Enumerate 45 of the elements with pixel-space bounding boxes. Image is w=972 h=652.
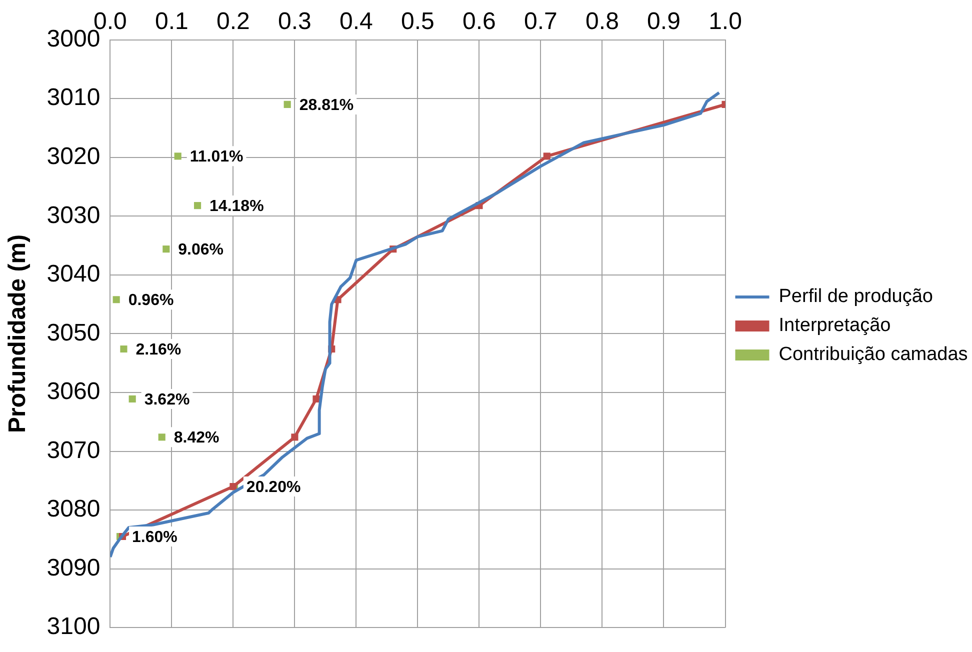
annotation: 20.20% [246,478,301,496]
point [194,202,202,210]
x-tick-label: 0.1 [155,8,188,36]
point [291,434,298,441]
x-tick-label: 0.9 [647,8,680,36]
x-tick-label: 0.5 [401,8,434,36]
x-tick-label: 0.3 [278,8,312,36]
legend-label: Perfil de produção [778,286,933,308]
x-tick-label: 0.4 [340,8,373,36]
annotation: 3.62% [144,391,190,408]
point [284,100,291,108]
x-tick-label: 0.8 [586,8,619,36]
y-tick-label: 3030 [46,202,100,229]
legend-label: Contribuição camadas [778,344,968,366]
point [543,152,550,160]
legend-label: Interpretação [778,315,891,336]
annotation: 11.01% [190,148,244,166]
y-tick-label: 3100 [46,613,100,640]
annotation: 9.06% [178,241,224,258]
x-tick-label: 1.0 [708,8,742,36]
annotation: 8.42% [174,430,220,447]
x-tick-label: 0.6 [462,8,496,36]
y-tick-label: 3060 [46,378,100,406]
point [112,296,120,304]
annotation: 2.16% [136,341,182,358]
annotation: 14.18% [210,198,264,215]
y-tick-label: 3090 [46,554,100,582]
x-tick-label: 0.2 [216,8,250,36]
y-tick-label: 3040 [46,260,100,288]
annotation: 1.60% [132,528,178,546]
y-tick-label: 3080 [46,496,100,523]
annotation: 0.96% [128,292,174,310]
y-tick-label: 3070 [46,436,100,464]
point [120,345,128,353]
y-tick-label: 3020 [46,142,100,170]
point [128,395,136,402]
x-tick-label: 0.7 [524,8,558,36]
y-tick-label: 3010 [46,84,100,112]
annotation: 28.81% [299,96,354,114]
point [174,152,182,160]
point [162,246,170,253]
y-tick-label: 3050 [46,319,100,346]
y-axis-title: Profundidade (m) [4,234,32,434]
point [158,434,166,441]
point [312,395,320,402]
